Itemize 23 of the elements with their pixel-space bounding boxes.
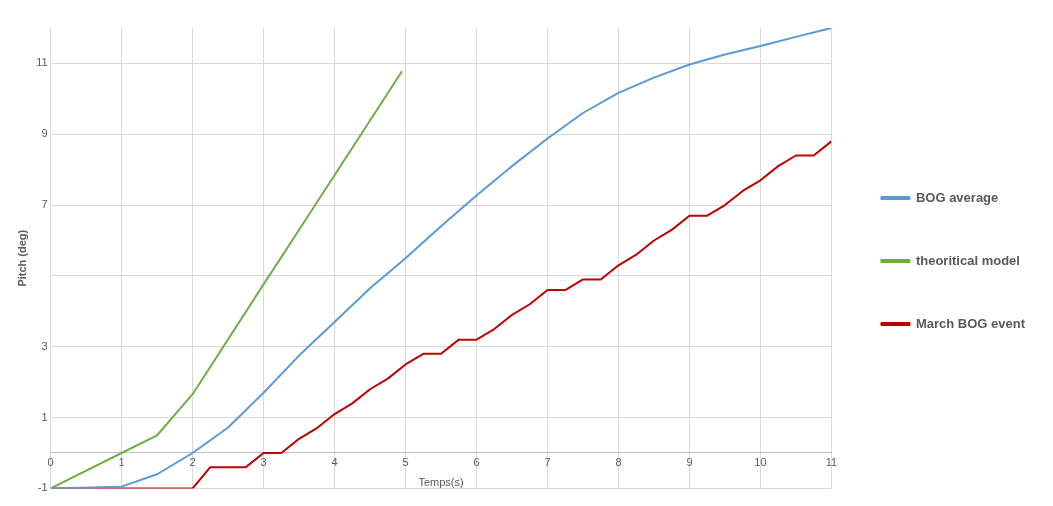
x-axis-title: Temps(s) xyxy=(418,475,464,488)
x-tick-label: 2 xyxy=(189,455,196,468)
y-tick-label: -1 xyxy=(37,481,48,494)
y-tick-label: 7 xyxy=(41,198,48,211)
x-tick-label: 11 xyxy=(825,455,838,468)
y-tick-label: 11 xyxy=(36,56,48,69)
x-tick-label: 6 xyxy=(473,455,480,468)
x-tick-label: 4 xyxy=(331,455,338,468)
y-tick-label: 1 xyxy=(41,410,48,423)
legend-label: BOG average xyxy=(915,189,999,205)
y-tick-label: 9 xyxy=(41,127,48,140)
x-tick-label: 5 xyxy=(402,455,409,468)
x-tick-label: 1 xyxy=(118,455,125,468)
y-tick-label: 3 xyxy=(41,339,48,352)
x-tick-label: 0 xyxy=(47,455,54,468)
legend-label: theoritical model xyxy=(915,252,1020,268)
x-tick-label: 7 xyxy=(544,455,551,468)
x-tick-label: 8 xyxy=(615,455,622,468)
legend-label: March BOG event xyxy=(915,315,1026,331)
x-tick-label: 10 xyxy=(754,455,767,468)
x-tick-label: 3 xyxy=(260,455,267,468)
x-tick-label: 9 xyxy=(686,455,693,468)
y-axis-title: Pitch (deg) xyxy=(15,229,28,287)
